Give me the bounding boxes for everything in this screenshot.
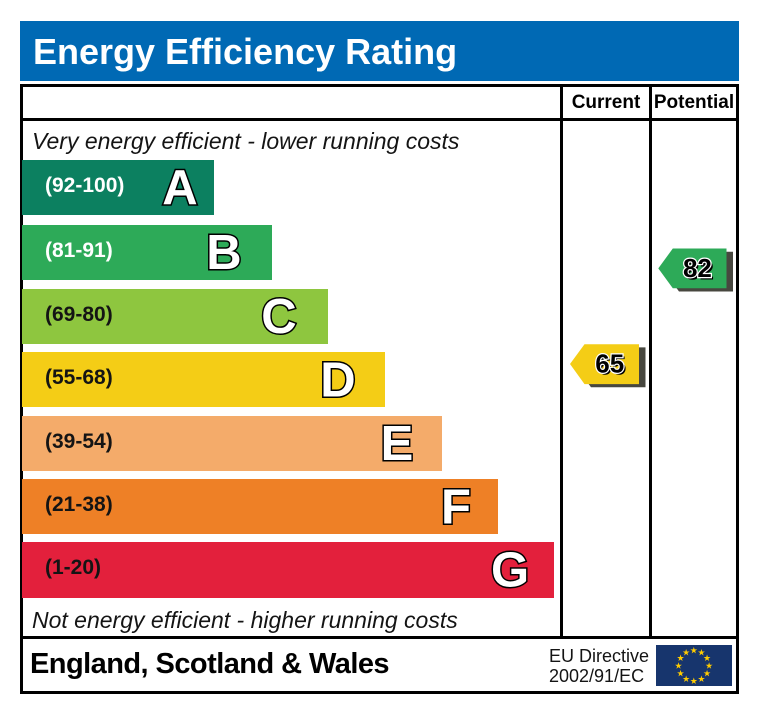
svg-text:E: E	[381, 417, 414, 471]
svg-text:C: C	[261, 290, 296, 344]
svg-text:82: 82	[685, 255, 714, 285]
svg-text:A: A	[162, 161, 197, 215]
svg-text:F: F	[441, 481, 471, 535]
svg-text:B: B	[206, 226, 241, 280]
svg-text:65: 65	[595, 348, 624, 378]
svg-text:D: D	[320, 354, 355, 408]
svg-text:82: 82	[683, 253, 712, 283]
svg-text:65: 65	[597, 351, 626, 381]
svg-text:G: G	[491, 544, 529, 598]
